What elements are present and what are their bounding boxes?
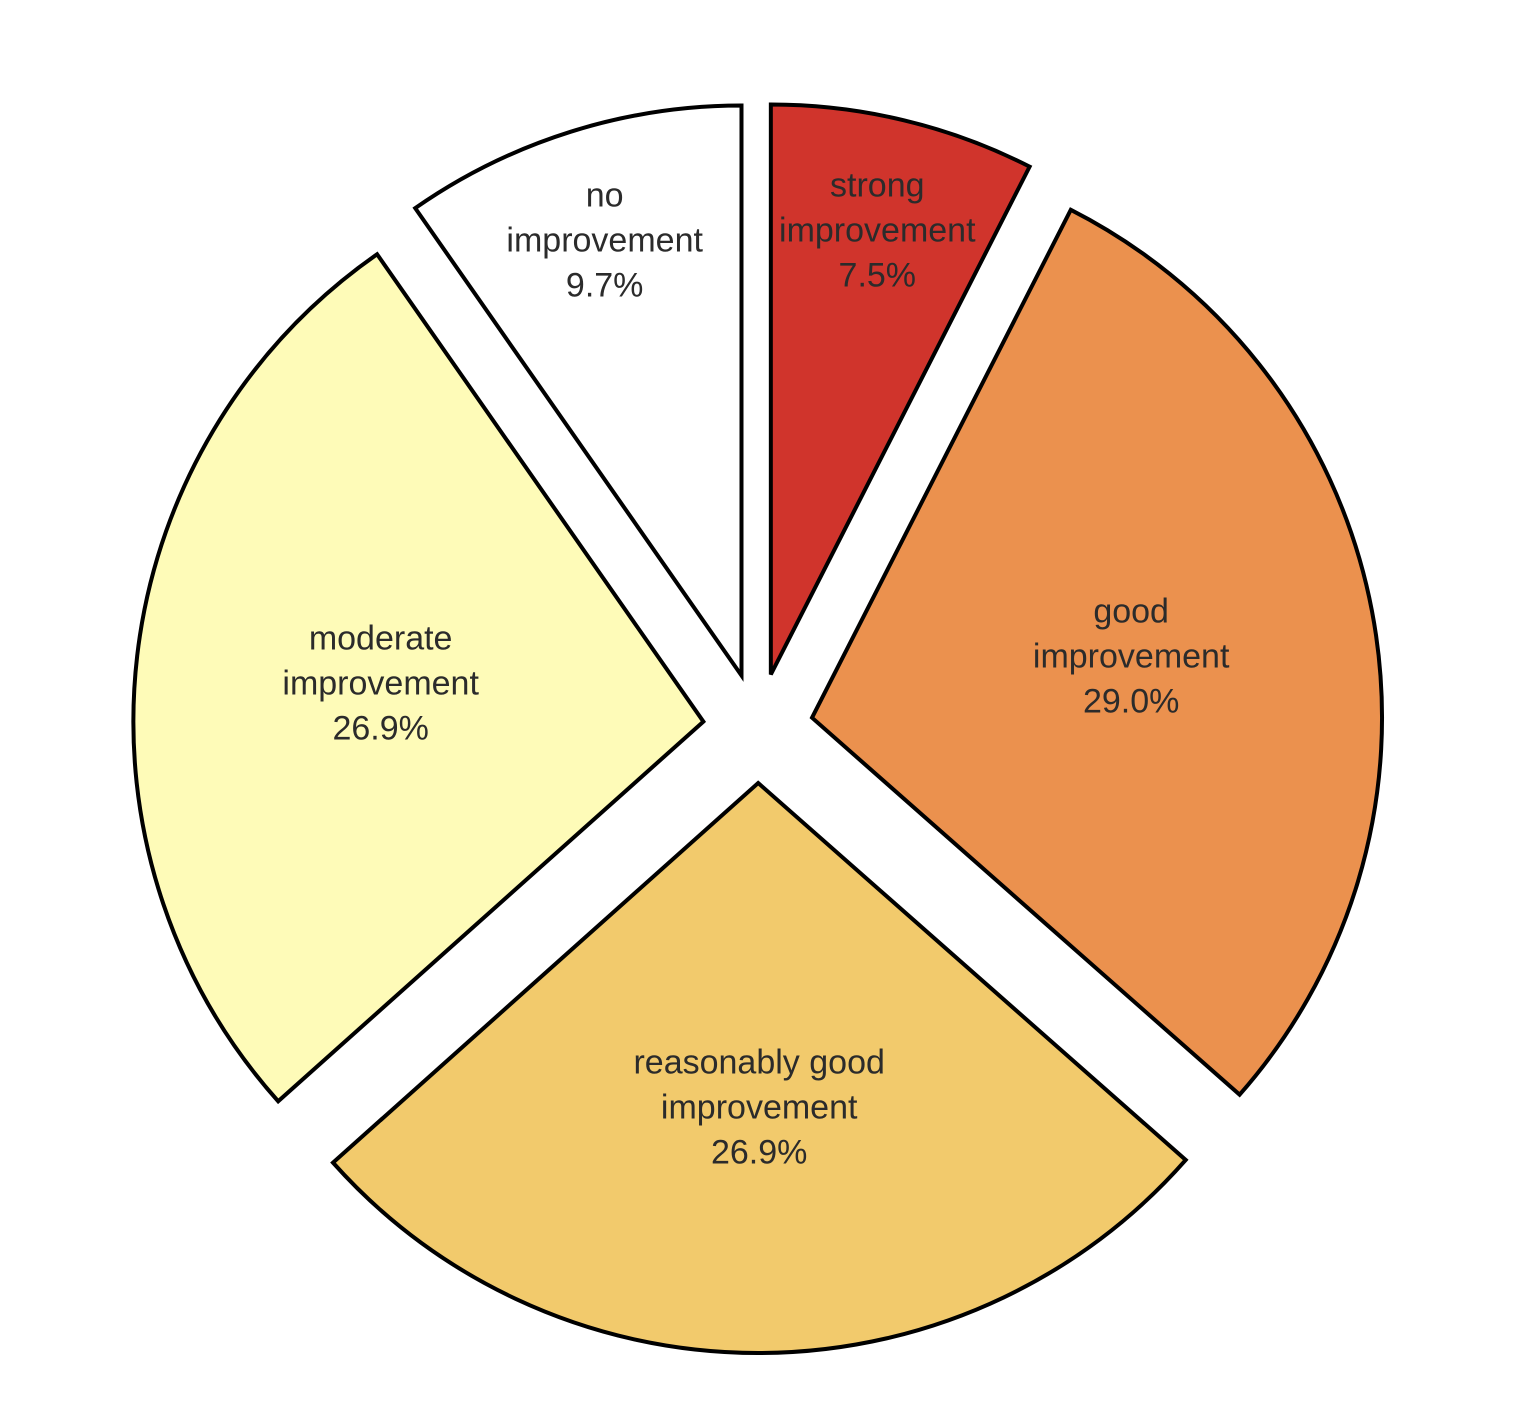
value-label: 29.0% xyxy=(1082,682,1180,721)
slice-label: reasonably good improvement 26.9% xyxy=(614,1040,904,1175)
slice-label: good improvement 29.0% xyxy=(1016,589,1246,724)
category-label: moderate improvement xyxy=(282,619,479,703)
category-label: reasonably good improvement xyxy=(633,1043,885,1127)
pie-slice xyxy=(330,780,1189,1355)
value-label: 26.9% xyxy=(332,709,429,748)
value-label: 7.5% xyxy=(838,256,917,295)
pie-slice xyxy=(412,103,744,682)
pie-slice xyxy=(768,102,1033,676)
value-label: 9.7% xyxy=(565,266,644,305)
category-label: good improvement xyxy=(1032,592,1230,676)
slice-label: moderate improvement 26.9% xyxy=(266,616,496,751)
slice-label: strong improvement 7.5% xyxy=(762,164,992,299)
pie-slice xyxy=(809,207,1385,1098)
pie-slice xyxy=(131,251,707,1105)
slice-label: no improvement 9.7% xyxy=(490,173,720,308)
category-label: strong improvement xyxy=(779,166,976,250)
value-label: 26.9% xyxy=(710,1133,808,1172)
category-label: no improvement xyxy=(506,176,703,260)
